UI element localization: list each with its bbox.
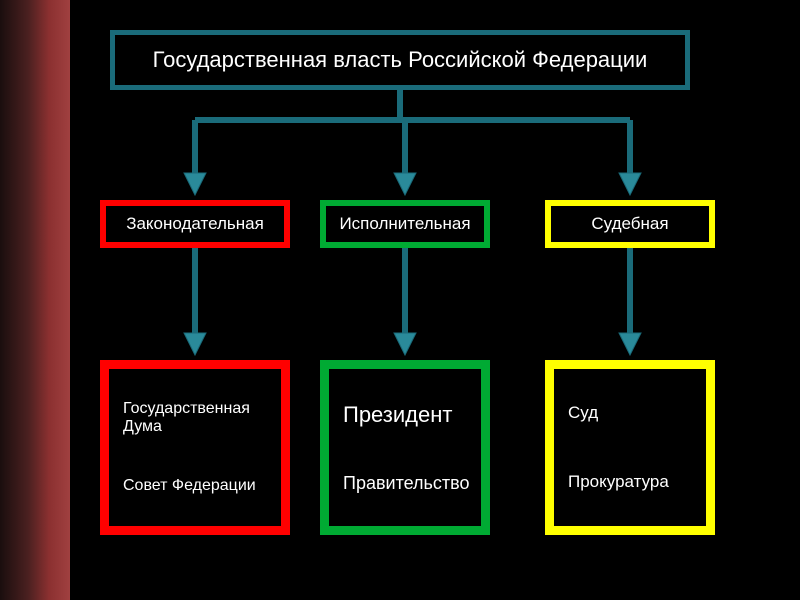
branch-label-judicial: Судебная bbox=[545, 200, 715, 248]
branch-detail-line: Суд bbox=[568, 403, 598, 423]
left-gradient-bar bbox=[0, 0, 70, 600]
branch-detail-executive: Президент Правительство bbox=[320, 360, 490, 535]
branch-detail-line: Государственная Дума bbox=[123, 400, 267, 436]
branch-detail-line: Прокуратура bbox=[568, 472, 669, 492]
branch-label-text: Судебная bbox=[591, 214, 668, 234]
branch-label-text: Исполнительная bbox=[339, 214, 470, 234]
title-box: Государственная власть Российской Федера… bbox=[110, 30, 690, 90]
branch-detail-line: Правительство bbox=[343, 473, 470, 494]
branch-detail-judicial: Суд Прокуратура bbox=[545, 360, 715, 535]
branch-detail-line: Совет Федерации bbox=[123, 477, 256, 495]
branch-label-text: Законодательная bbox=[126, 214, 264, 234]
branch-label-executive: Исполнительная bbox=[320, 200, 490, 248]
branch-detail-line: Президент bbox=[343, 402, 452, 428]
branch-label-legislative: Законодательная bbox=[100, 200, 290, 248]
title-text: Государственная власть Российской Федера… bbox=[153, 47, 648, 73]
branch-detail-legislative: Государственная Дума Совет Федерации bbox=[100, 360, 290, 535]
